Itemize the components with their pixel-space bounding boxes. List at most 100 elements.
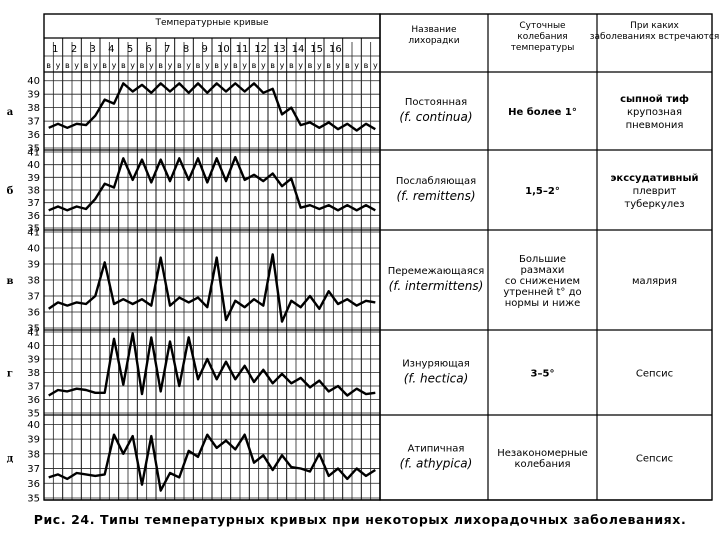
y-tick-label: 35 (27, 324, 40, 335)
label-morning: у (56, 61, 61, 70)
label-evening: в (308, 61, 313, 70)
y-tick-label: 40 (27, 244, 40, 255)
y-tick-label: 39 (27, 173, 40, 184)
daily-range-line: колебания (514, 459, 570, 470)
y-tick-label: 40 (27, 420, 40, 431)
label-evening: в (196, 61, 201, 70)
label-morning: у (168, 61, 173, 70)
label-evening: в (65, 61, 70, 70)
y-tick-label: 37 (27, 198, 40, 209)
day-number: 5 (127, 44, 133, 55)
fever-name: Атипичная (408, 444, 465, 455)
y-tick-label: 38 (27, 449, 40, 460)
row-letter: б (7, 186, 14, 197)
temperature-curve (48, 332, 376, 397)
curve-row-5: 35 36 37 38 39 40 д Атипичная (f. athypica) Незак… (7, 420, 712, 505)
day-number: 16 (329, 44, 342, 55)
y-tick-label: 36 (27, 395, 40, 406)
label-morning: у (186, 61, 191, 70)
header-diseases-line: При каких (630, 21, 679, 31)
daily-range-line: Не более 1° (508, 106, 577, 118)
y-tick-label: 35 (27, 224, 40, 235)
y-tick-label: 39 (27, 260, 40, 271)
fever-name: Изнуряющая (402, 359, 470, 370)
label-morning: у (354, 61, 359, 70)
label-morning: у (298, 61, 303, 70)
label-evening: в (326, 61, 331, 70)
label-evening: в (84, 61, 89, 70)
fever-latin-name: (f. hectica) (404, 372, 469, 386)
temperature-curve (48, 433, 376, 492)
label-evening: в (233, 61, 238, 70)
fever-name: Послабляющая (396, 176, 476, 187)
header-fever-name-line: лихорадки (408, 36, 459, 46)
label-evening: в (364, 61, 369, 70)
label-morning: у (149, 61, 154, 70)
row-letter: в (7, 276, 14, 287)
label-morning: у (224, 61, 229, 70)
label-morning: у (74, 61, 79, 70)
y-tick-label: 37 (27, 382, 40, 393)
temperature-curve (48, 82, 376, 132)
disease-name: туберкулез (624, 199, 684, 210)
y-tick-label: 35 (27, 409, 40, 420)
daily-range-line: со снижением (505, 276, 580, 287)
row-letter: г (7, 369, 13, 380)
fever-latin-name: (f. athypica) (400, 457, 473, 471)
day-number: 2 (71, 44, 77, 55)
label-morning: у (261, 61, 266, 70)
label-morning: у (317, 61, 322, 70)
day-number: 13 (273, 44, 286, 55)
y-tick-label: 37 (27, 464, 40, 475)
y-tick-label: 39 (27, 90, 40, 101)
label-evening: в (214, 61, 219, 70)
label-morning: у (93, 61, 98, 70)
daily-range-line: утренней t° до (503, 287, 581, 298)
label-evening: в (345, 61, 350, 70)
label-evening: в (177, 61, 182, 70)
label-evening: в (102, 61, 107, 70)
table-frame (43, 13, 713, 501)
y-tick-label: 38 (27, 368, 40, 379)
figure-caption: Рис. 24. Типы температурных кривых при н… (34, 512, 687, 527)
day-number: 6 (145, 44, 151, 55)
label-morning: у (130, 61, 135, 70)
y-tick-label: 35 (27, 144, 40, 155)
daily-range-line: размахи (521, 265, 565, 276)
y-tick-label: 41 (27, 328, 40, 339)
daily-range-line: 3–5° (531, 369, 555, 380)
disease-name: Сепсис (636, 454, 673, 465)
disease-name: экссудативный (610, 173, 698, 184)
day-number: 9 (201, 44, 207, 55)
day-number: 4 (108, 44, 114, 55)
header-diseases-line: заболеваниях встречаются (590, 32, 720, 42)
disease-name: крупозная (627, 107, 682, 118)
fever-latin-name: (f. remittens) (397, 189, 476, 203)
day-number: 7 (164, 44, 170, 55)
y-tick-label: 35 (27, 494, 40, 505)
fever-name: Постоянная (405, 97, 467, 108)
y-tick-label: 36 (27, 479, 40, 490)
y-tick-label: 37 (27, 117, 40, 128)
y-tick-label: 38 (27, 103, 40, 114)
temperature-curve (48, 155, 376, 212)
header-temperature-curves: Температурные кривые (154, 18, 269, 28)
header-daily-range-line: колебания (517, 32, 567, 42)
y-tick-label: 39 (27, 355, 40, 366)
label-evening: в (46, 61, 51, 70)
label-morning: у (205, 61, 210, 70)
y-tick-label: 36 (27, 308, 40, 319)
day-number: 15 (310, 44, 323, 55)
header-fever-name-line: Название (411, 25, 457, 35)
day-number: 12 (254, 44, 267, 55)
disease-name: сыпной тиф (620, 93, 689, 105)
disease-name: малярия (632, 276, 677, 287)
curve-row-3: 35 36 37 38 39 40 41 в Перемежающаяся (f. intermi… (7, 228, 712, 335)
temperature-curve (48, 253, 376, 323)
y-tick-label: 38 (27, 186, 40, 197)
disease-name: пневмония (626, 120, 684, 131)
